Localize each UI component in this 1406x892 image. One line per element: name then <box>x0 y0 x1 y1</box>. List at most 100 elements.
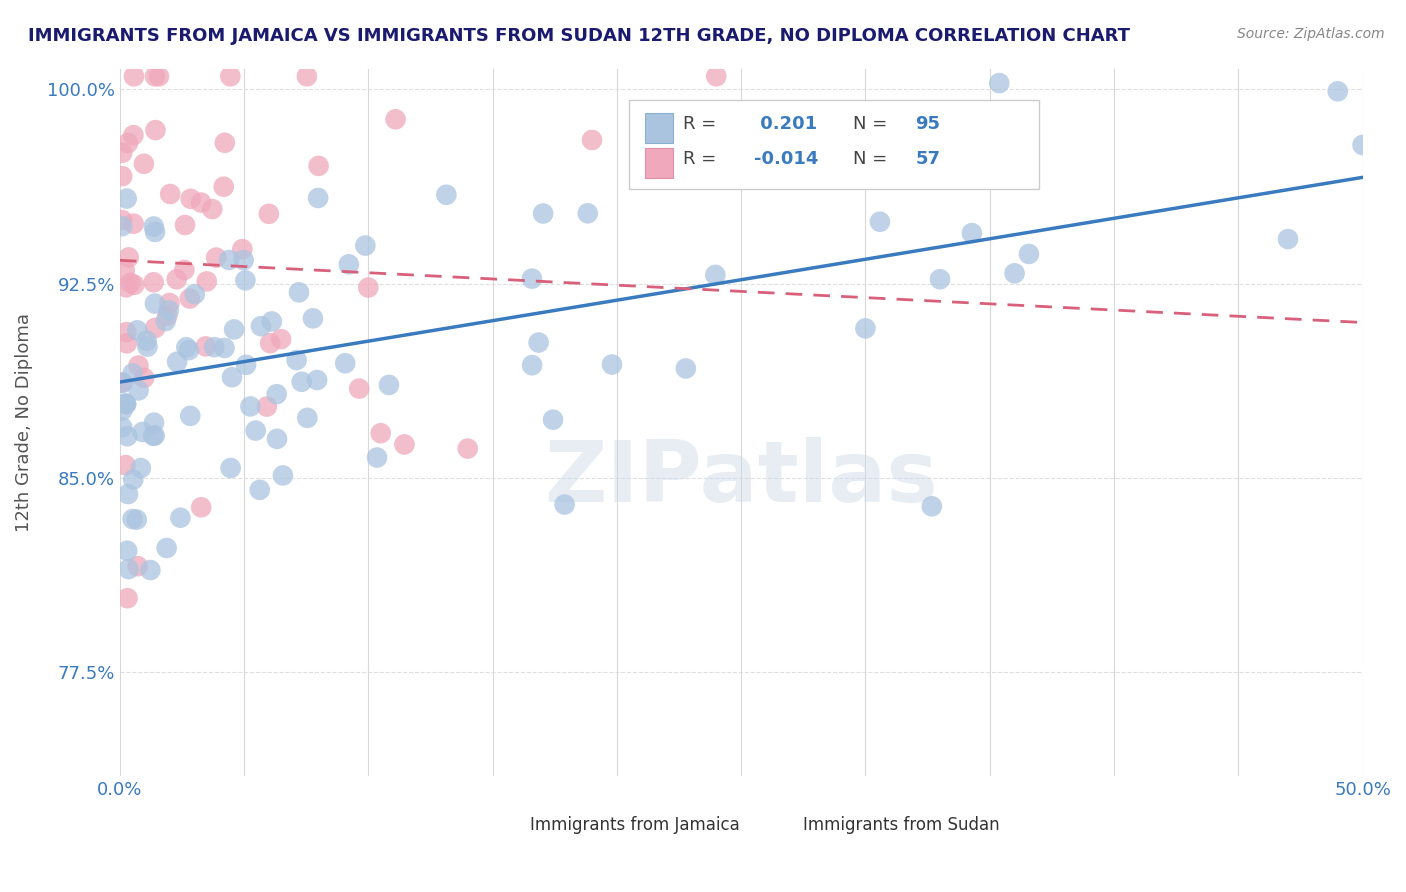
Point <box>111 219 134 234</box>
Point <box>394 437 416 451</box>
Text: -0.014: -0.014 <box>754 150 818 168</box>
Point <box>143 428 166 442</box>
Point <box>384 112 406 127</box>
Point <box>111 145 134 160</box>
Point <box>156 309 179 323</box>
Point <box>370 426 392 441</box>
Point <box>541 412 564 426</box>
Point <box>156 541 179 555</box>
Point <box>297 410 319 425</box>
Point <box>128 384 150 398</box>
Point <box>115 336 138 351</box>
Point <box>235 358 257 372</box>
Point <box>347 382 370 396</box>
Text: R =: R = <box>683 115 716 133</box>
Point <box>111 420 134 434</box>
Point <box>176 340 198 354</box>
Point <box>921 500 943 514</box>
Point <box>143 70 166 84</box>
Point <box>145 123 167 137</box>
Point <box>212 179 235 194</box>
Point <box>1351 138 1374 153</box>
Point <box>159 296 181 310</box>
Point <box>357 280 380 294</box>
Point <box>159 187 181 202</box>
FancyBboxPatch shape <box>645 113 673 143</box>
Text: 0.201: 0.201 <box>754 115 817 133</box>
Point <box>1004 266 1026 280</box>
Point <box>704 268 727 282</box>
Point <box>111 213 134 227</box>
Point <box>174 218 197 232</box>
Point <box>271 468 294 483</box>
Text: IMMIGRANTS FROM JAMAICA VS IMMIGRANTS FROM SUDAN 12TH GRADE, NO DIPLOMA CORRELAT: IMMIGRANTS FROM JAMAICA VS IMMIGRANTS FR… <box>28 27 1130 45</box>
Point <box>256 400 278 414</box>
Point <box>270 332 292 346</box>
Text: N =: N = <box>853 115 887 133</box>
Point <box>219 70 242 84</box>
FancyBboxPatch shape <box>645 148 673 178</box>
Point <box>136 340 159 354</box>
Point <box>114 458 136 472</box>
Point <box>115 192 138 206</box>
Point <box>266 432 288 446</box>
FancyBboxPatch shape <box>630 101 1039 189</box>
Point <box>260 314 283 328</box>
Point <box>180 192 202 206</box>
Point <box>169 510 191 524</box>
Point <box>520 271 543 285</box>
Point <box>115 325 138 339</box>
Text: Immigrants from Jamaica: Immigrants from Jamaica <box>530 816 740 834</box>
Text: N =: N = <box>853 150 887 168</box>
Point <box>155 314 177 328</box>
Point <box>219 461 242 475</box>
Point <box>988 76 1011 90</box>
Point <box>121 512 143 526</box>
Point <box>166 272 188 286</box>
Point <box>122 217 145 231</box>
Point <box>960 226 983 240</box>
Point <box>125 513 148 527</box>
Point <box>354 238 377 252</box>
Point <box>218 252 240 267</box>
Y-axis label: 12th Grade, No Diploma: 12th Grade, No Diploma <box>15 313 32 532</box>
Point <box>111 403 134 417</box>
Point <box>221 370 243 384</box>
Point <box>127 323 149 337</box>
Point <box>520 358 543 372</box>
Point <box>122 70 145 84</box>
Point <box>1376 219 1399 233</box>
Point <box>214 341 236 355</box>
Point <box>179 292 201 306</box>
Point <box>134 371 156 385</box>
Point <box>531 206 554 220</box>
Point <box>115 397 138 411</box>
Point <box>935 158 957 172</box>
Point <box>335 356 357 370</box>
Point <box>1018 247 1040 261</box>
Point <box>554 498 576 512</box>
Point <box>194 339 217 353</box>
Point <box>1277 232 1299 246</box>
Point <box>855 321 877 335</box>
Point <box>139 563 162 577</box>
Point <box>173 263 195 277</box>
Point <box>245 424 267 438</box>
Point <box>929 272 952 286</box>
Point <box>869 215 891 229</box>
Point <box>143 321 166 335</box>
Point <box>148 70 170 84</box>
Point <box>1326 84 1348 98</box>
Point <box>143 416 166 430</box>
Point <box>581 133 603 147</box>
Point <box>122 473 145 487</box>
Point <box>143 225 166 239</box>
Point <box>250 319 273 334</box>
Point <box>291 375 314 389</box>
Point <box>378 378 401 392</box>
Text: 57: 57 <box>915 150 941 168</box>
Point <box>142 219 165 234</box>
Point <box>179 409 201 423</box>
Point <box>202 340 225 354</box>
Text: Immigrants from Sudan: Immigrants from Sudan <box>803 816 1000 834</box>
